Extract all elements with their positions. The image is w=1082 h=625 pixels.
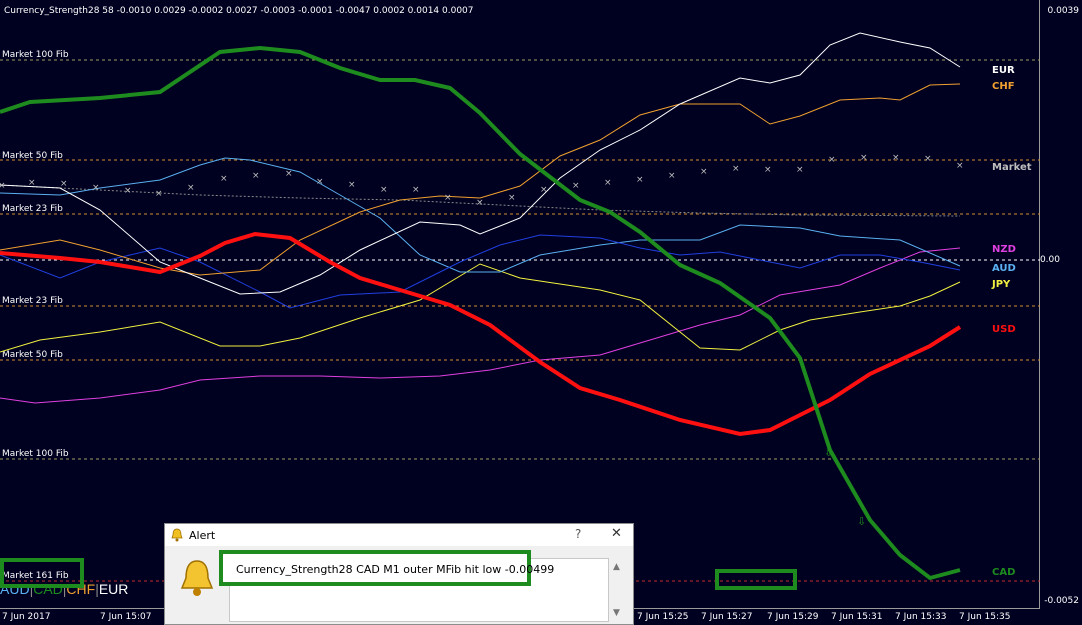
currency-label-market: Market xyxy=(992,162,1032,173)
alert-titlebar[interactable]: Alert ? ✕ xyxy=(165,524,633,546)
market-marker: × xyxy=(124,186,132,196)
market-marker: × xyxy=(892,153,900,163)
alert-title: Alert xyxy=(189,529,216,542)
series-line-nzd xyxy=(0,247,961,404)
series-line-usd xyxy=(0,231,962,437)
market-marker: × xyxy=(796,165,804,175)
level-label-market-100-fib-upper: Market 100 Fib xyxy=(2,50,69,60)
level-label-market-161-fib-lower: Market 161 Fib xyxy=(2,571,69,581)
currency-label-eur: EUR xyxy=(992,65,1015,76)
market-marker: × xyxy=(316,177,324,187)
bell-icon xyxy=(171,528,183,542)
market-marker: × xyxy=(285,169,293,179)
market-marker: × xyxy=(668,171,676,181)
bell-icon xyxy=(180,560,214,596)
market-marker: × xyxy=(476,198,484,208)
strip-separator: | xyxy=(62,581,67,597)
series-line-eur xyxy=(0,32,961,295)
market-marker: × xyxy=(155,189,163,199)
currency-label-jpy: JPY xyxy=(991,279,1011,290)
market-marker: × xyxy=(444,193,452,203)
x-axis-label: 7 Jun 15:07 xyxy=(100,612,152,622)
market-marker: × xyxy=(604,178,612,188)
market-marker: × xyxy=(860,153,868,163)
series-line-aud xyxy=(0,157,961,273)
market-marker: × xyxy=(380,185,388,195)
close-button[interactable]: ✕ xyxy=(611,526,622,541)
strip-separator: | xyxy=(29,581,34,597)
market-marker: × xyxy=(348,180,356,190)
scroll-up-icon[interactable]: ▲ xyxy=(613,562,620,572)
level-label-market-50-fib-upper: Market 50 Fib xyxy=(2,151,63,161)
strip-label-aud: AUD xyxy=(0,581,30,597)
currency-label-nzd: NZD xyxy=(992,244,1016,255)
y-axis-label-zero: 0.00 xyxy=(1039,255,1060,265)
market-marker: × xyxy=(540,185,548,195)
x-axis-label: 7 Jun 15:25 xyxy=(637,612,689,622)
currency-label-chf: CHF xyxy=(992,81,1015,92)
x-axis-label: 7 Jun 15:35 xyxy=(959,612,1011,622)
currency-label-aud: AUD xyxy=(992,263,1016,274)
level-lines xyxy=(0,59,1040,582)
strip-label-eur: EUR xyxy=(98,581,129,597)
scrollbar[interactable]: ▲ ▼ xyxy=(609,558,626,622)
strip-label-chf: CHF xyxy=(66,581,96,597)
strip-label-cad: CAD xyxy=(33,581,63,597)
scroll-down-icon[interactable]: ▼ xyxy=(613,608,620,618)
market-marker: × xyxy=(187,183,195,193)
series-line-jpy xyxy=(0,263,961,353)
x-axis-label: 7 Jun 2017 xyxy=(2,612,51,622)
level-label-market-100-fib-lower: Market 100 Fib xyxy=(2,449,69,459)
market-marker: × xyxy=(60,179,68,189)
strip-separator: | xyxy=(95,581,99,597)
market-marker: × xyxy=(732,164,740,174)
help-button[interactable]: ? xyxy=(575,527,582,541)
market-marker: × xyxy=(508,193,516,203)
x-axis-label: 7 Jun 15:27 xyxy=(701,612,753,622)
market-marker: × xyxy=(0,181,6,191)
x-axis-label: 7 Jun 15:33 xyxy=(895,612,947,622)
x-axis-label: 7 Jun 15:29 xyxy=(767,612,819,622)
alert-dialog[interactable]: Alert ? ✕ Currency_Strength28 CAD M1 out… xyxy=(164,523,634,625)
market-marker: × xyxy=(636,175,644,185)
market-marker: × xyxy=(412,185,420,195)
y-axis-label-top: 0.0039 xyxy=(1047,6,1080,16)
currency-label-cad: CAD xyxy=(992,567,1015,578)
down-arrow-icon: ⇩ xyxy=(857,515,866,528)
series-line-cad xyxy=(0,45,961,581)
level-label-market-23-fib-upper: Market 23 Fib xyxy=(2,204,63,214)
level-label-market-50-fib-lower: Market 50 Fib xyxy=(2,350,63,360)
series-line-aud-dark xyxy=(0,234,961,309)
down-arrow-icon: ⇩ xyxy=(824,446,833,459)
indicator-title: Currency_Strength28 58 -0.0010 0.0029 -0… xyxy=(4,6,474,16)
level-label-market-23-fib-lower: Market 23 Fib xyxy=(2,296,63,306)
market-marker: × xyxy=(572,181,580,191)
indicator-chart: Market 100 Fib Market 50 Fib Market 23 F… xyxy=(0,32,1040,582)
market-marker: × xyxy=(92,183,100,193)
market-marker: × xyxy=(252,171,260,181)
market-marker: × xyxy=(956,161,964,171)
alert-message[interactable]: Currency_Strength28 CAD M1 outer MFib hi… xyxy=(219,550,554,586)
x-axis-label: 7 Jun 15:31 xyxy=(831,612,883,622)
currency-strip: AUD|CAD|CHF|EUR xyxy=(0,581,165,603)
market-marker: × xyxy=(924,154,932,164)
market-marker: × xyxy=(828,155,836,165)
market-marker: × xyxy=(700,167,708,177)
market-marker: × xyxy=(764,165,772,175)
y-axis-label-bottom: -0.0052 xyxy=(1044,596,1079,606)
market-markers: × × × × × × × × × × × × × × × × × × × × … xyxy=(0,153,964,208)
market-marker: × xyxy=(28,178,36,188)
currency-label-usd: USD xyxy=(992,324,1016,335)
market-marker: × xyxy=(220,174,228,184)
